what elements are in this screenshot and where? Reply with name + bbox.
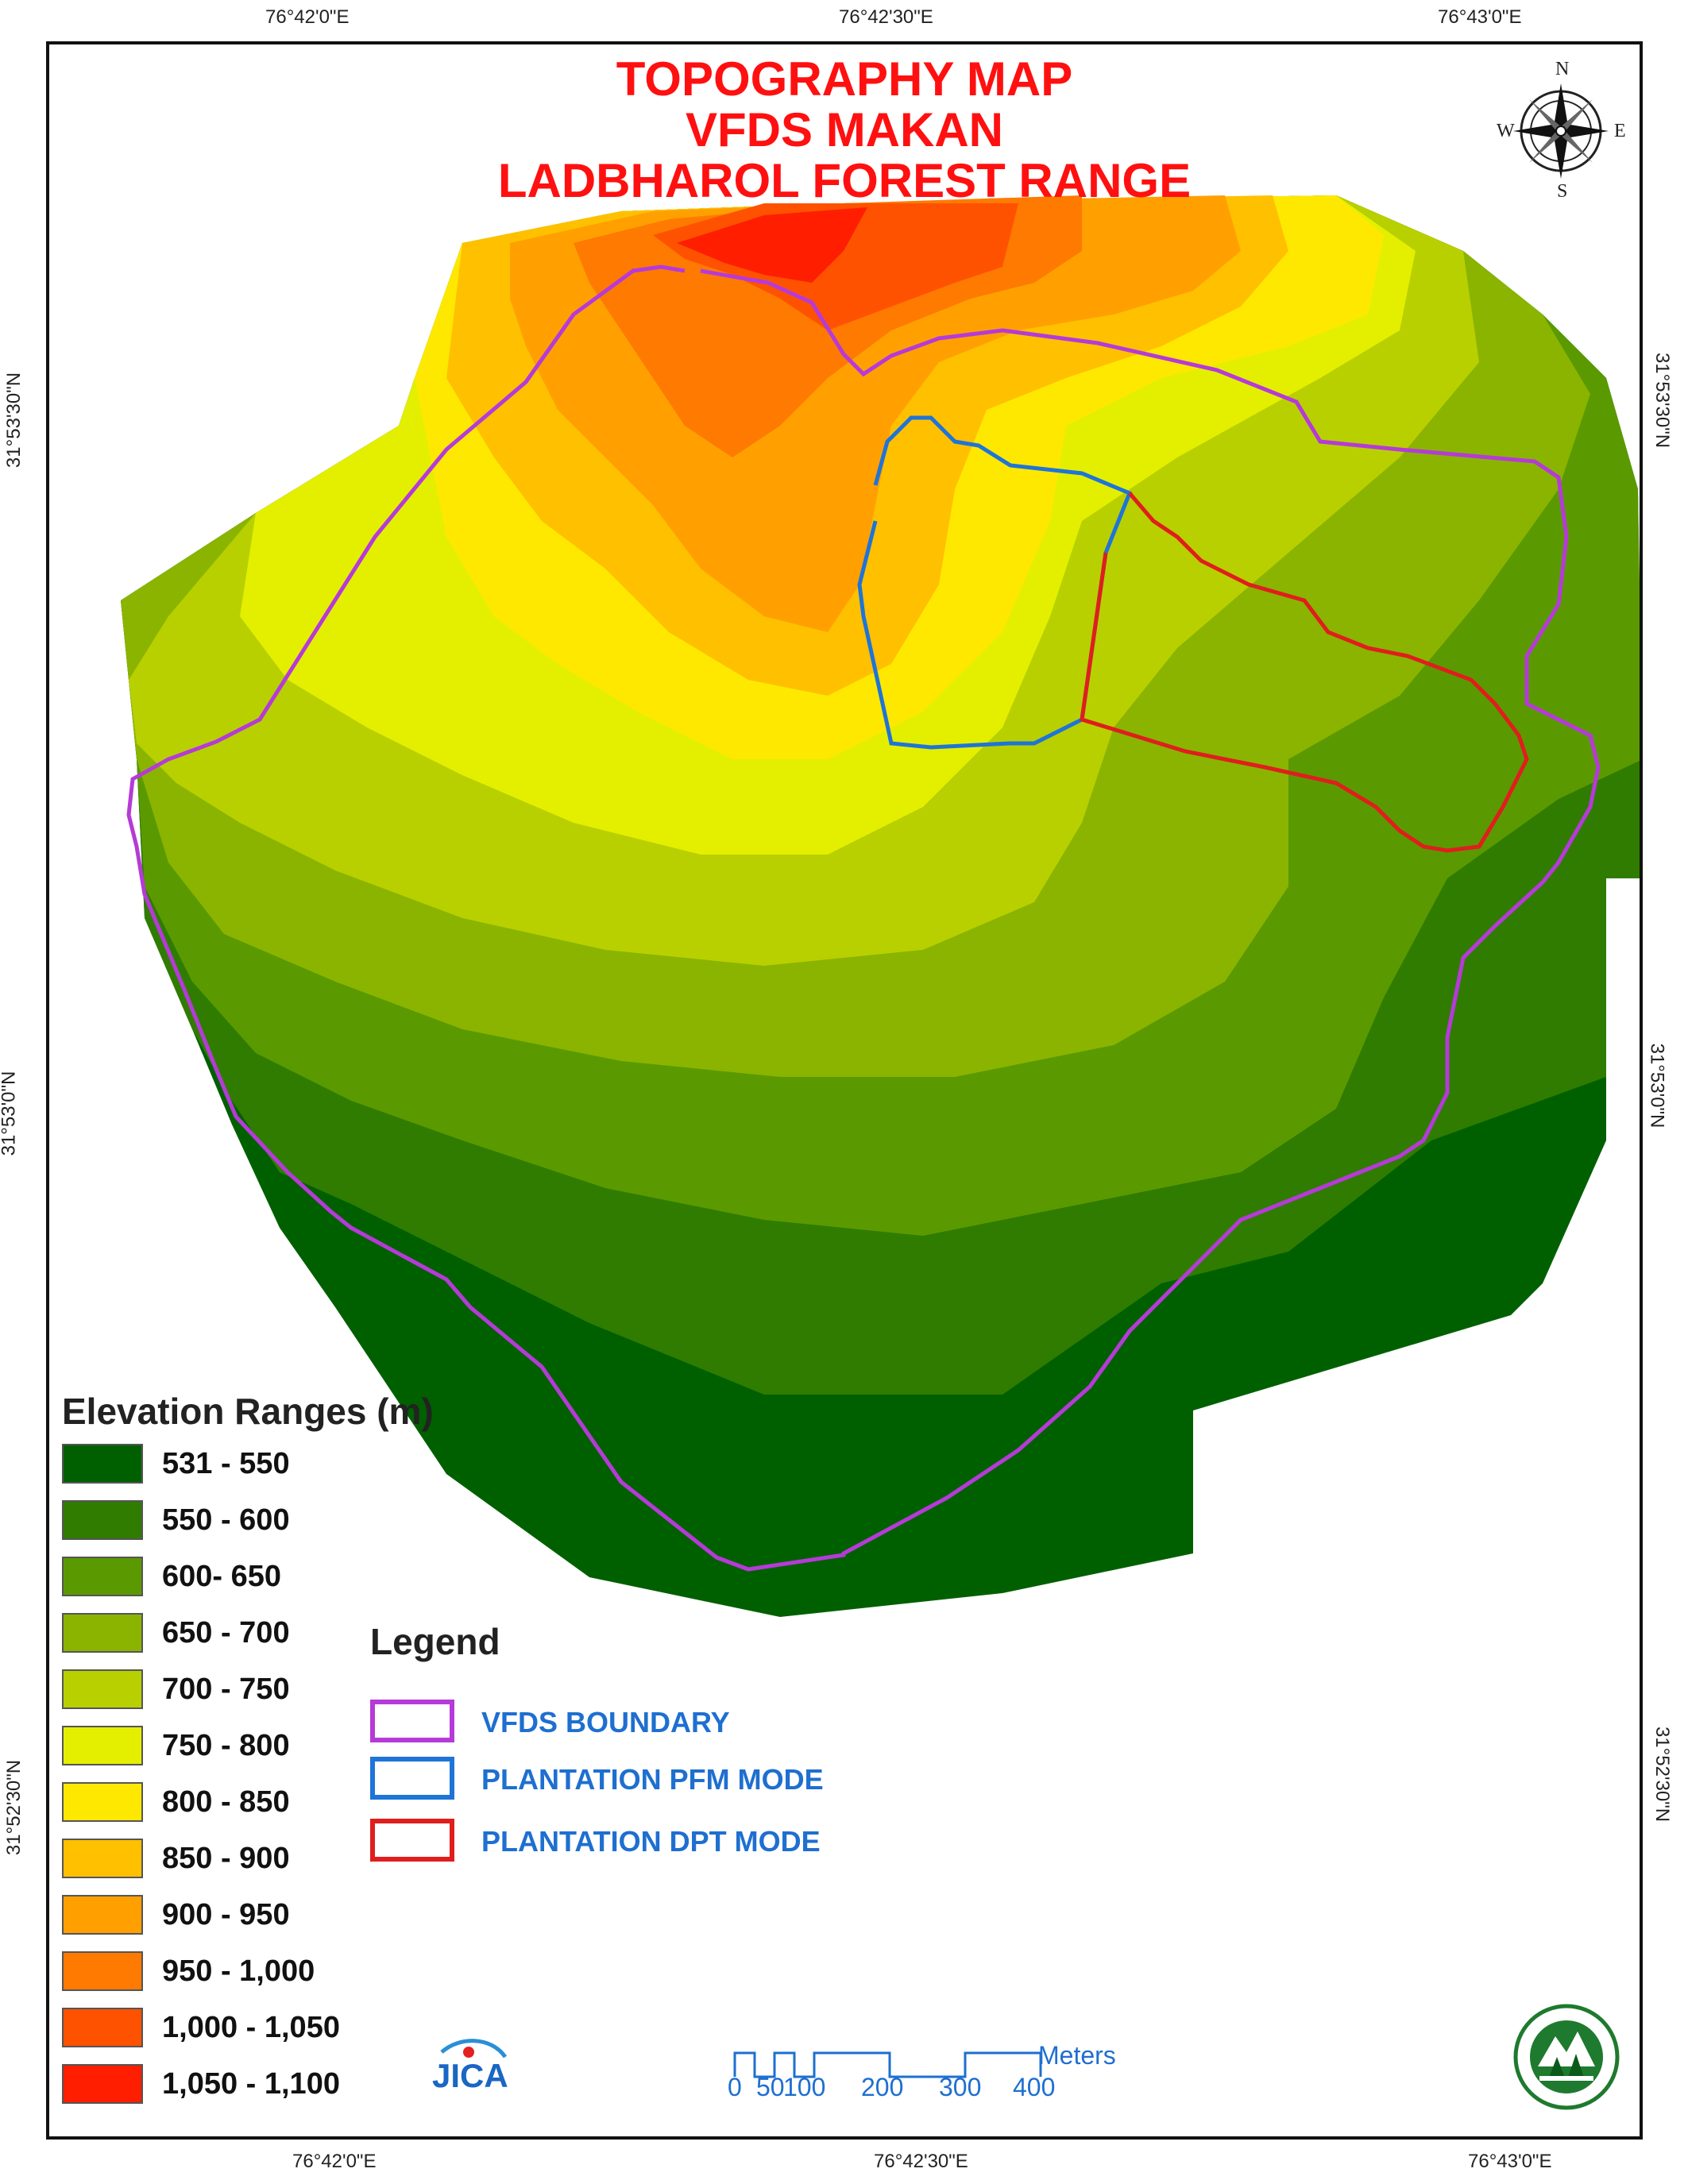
forest-department-seal-icon [1511,2001,1622,2113]
coord-bottom-3: 76°43'0"E [1468,2151,1552,2172]
elevation-swatch [62,1951,143,1991]
legend-label: PLANTATION PFM MODE [481,1763,824,1796]
coord-top-3: 76°43'0"E [1438,6,1522,28]
scale-bar: Meters 0 50 100 200 300 400 [728,2041,1128,2105]
jica-logo-text: JICA [432,2057,508,2094]
legend-title: Legend [370,1621,500,1662]
elevation-swatch [62,1669,143,1709]
legend-label: PLANTATION DPT MODE [481,1825,821,1858]
elevation-label: 600- 650 [162,1560,282,1593]
elevation-swatch [62,2064,143,2104]
elevation-swatch [62,2008,143,2047]
coord-right-1: 31°53'30"N [1651,352,1674,449]
elevation-label: 850 - 900 [162,1842,290,1875]
jica-logo: JICA [427,2033,515,2097]
topography-map[interactable] [49,44,1643,2140]
coord-bottom-2: 76°42'30"E [874,2151,968,2172]
compass-e: E [1614,121,1626,141]
vfds-boundary[interactable] [126,264,1601,1572]
elevation-label: 650 - 700 [162,1616,290,1650]
elevation-label: 900 - 950 [162,1898,290,1931]
elevation-swatch [62,1613,143,1653]
coord-left-2: 31°53'0"N [0,1071,20,1156]
plantation-pfm[interactable] [857,415,1133,750]
map-title-line-2: VFDS MAKAN [686,103,1003,156]
elevation-swatch [62,1726,143,1765]
elevation-swatch [62,1782,143,1822]
elevation-band-1050-1100 [677,207,867,283]
plantation-dpt[interactable] [1080,492,1529,853]
elevation-label: 550 - 600 [162,1503,290,1537]
coord-left-1: 31°53'30"N [3,372,25,469]
scale-bar-graphic [733,2051,1042,2078]
elevation-swatch [62,1444,143,1484]
scale-tick-50: 50 [756,2073,785,2101]
elevation-label: 950 - 1,000 [162,1954,315,1988]
coord-left-3: 31°52'30"N [3,1759,25,1856]
coord-right-2: 31°53'0"N [1646,1043,1668,1129]
elevation-label: 1,050 - 1,100 [162,2067,340,2101]
elevation-label: 700 - 750 [162,1673,290,1706]
elevation-swatch [62,1895,143,1935]
elevation-label: 750 - 800 [162,1729,290,1762]
legend-label: VFDS BOUNDARY [481,1706,730,1738]
coord-top-1: 76°42'0"E [265,6,350,28]
scale-tick-0: 0 [728,2073,742,2101]
scale-unit: Meters [1038,2041,1116,2070]
elevation-swatch [62,1557,143,1596]
coord-top-2: 76°42'30"E [839,6,933,28]
scale-tick-400: 400 [1013,2073,1056,2101]
scale-tick-100: 100 [783,2073,826,2101]
compass-n: N [1555,59,1570,79]
compass-s: S [1557,181,1568,202]
coord-right-3: 31°52'30"N [1651,1726,1674,1823]
legend-swatch [370,1819,454,1862]
legend-swatch [370,1757,454,1800]
map-title-line-1: TOPOGRAPHY MAP [616,52,1073,106]
elevation-label: 1,000 - 1,050 [162,2011,340,2044]
compass-w: W [1497,121,1515,141]
elevation-legend-title: Elevation Ranges (m) [62,1391,434,1432]
map-title-line-3: LADBHAROL FOREST RANGE [497,154,1192,207]
coord-bottom-1: 76°42'0"E [292,2151,377,2172]
compass-rose-icon: N S W E [1493,59,1628,202]
legend-swatch [370,1700,454,1742]
map-frame: TOPOGRAPHY MAP VFDS MAKAN LADBHAROL FORE… [46,41,1643,2140]
elevation-label: 800 - 850 [162,1785,290,1819]
scale-tick-300: 300 [939,2073,982,2101]
elevation-label: 531 - 550 [162,1447,290,1480]
elevation-swatch [62,1500,143,1540]
scale-tick-200: 200 [861,2073,904,2101]
elevation-swatch [62,1839,143,1878]
